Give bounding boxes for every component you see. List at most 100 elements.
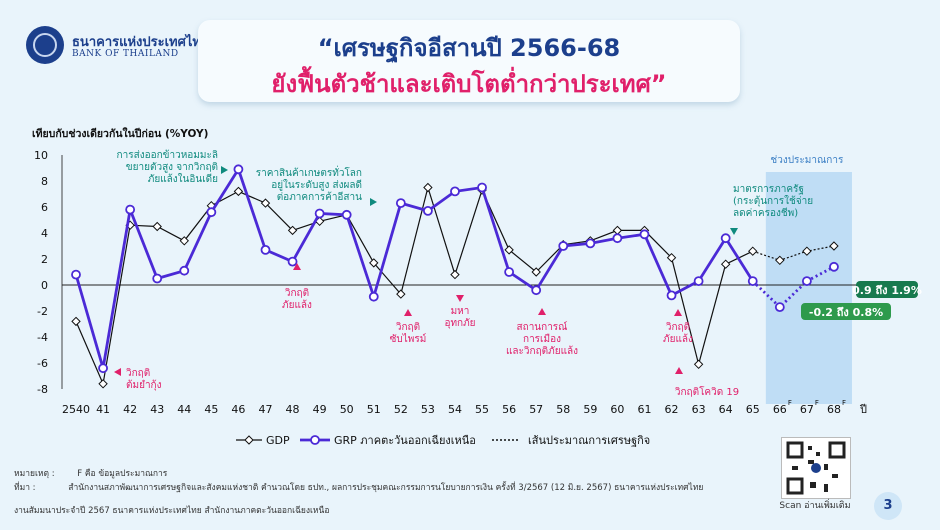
x-tick-label: 58 [556, 403, 570, 416]
x-tick-label: 56 [502, 403, 516, 416]
grp-point [71, 269, 81, 280]
legend-grp-marker [310, 435, 320, 445]
grp-point [666, 290, 677, 301]
annotation-arrow-icon [675, 367, 683, 374]
x-tick-label: 54 [448, 403, 462, 416]
x-tick-label: 50 [340, 403, 354, 416]
grp-point [829, 261, 839, 272]
source-text: สำนักงานสภาพัฒนาการเศรษฐกิจและสังคมแห่งช… [68, 483, 704, 493]
forecast-callout: 0.9 ถึง 1.9% [852, 284, 922, 297]
gdp-point [423, 182, 433, 193]
y-tick-label: 6 [41, 201, 48, 214]
logo-emblem-icon [33, 33, 57, 57]
x-tick-label: 59 [583, 403, 597, 416]
gdp-point [693, 359, 704, 370]
grp-point [801, 276, 812, 287]
x-tick-label: 41 [96, 403, 110, 416]
grp-point [720, 233, 731, 244]
y-tick-label: -2 [37, 305, 48, 318]
annotation-text: ราคาสินค้าเกษตรทั่วโลก [256, 165, 362, 179]
grp-point [152, 273, 163, 284]
annotation-text: การส่งออกข้าวหอมมะลิ [117, 149, 218, 161]
grp-point [287, 256, 298, 267]
x-tick-label: 60 [610, 403, 624, 416]
gdp-point [369, 258, 379, 268]
annotation-text: วิกฤติ [126, 368, 151, 379]
x-tick-label: 49 [313, 403, 327, 416]
grp-point [179, 265, 190, 276]
gdp-point [98, 379, 108, 389]
annotation-arrow-icon [221, 166, 228, 174]
bank-logo [26, 26, 64, 64]
y-tick-label: 2 [41, 253, 48, 266]
annotation-text: ลดค่าครองชีพ) [733, 207, 798, 219]
annotation-text: และวิกฤติภัยแล้ง [506, 345, 578, 357]
legend-gdp-marker [244, 435, 254, 445]
x-tick-label: 44 [177, 403, 191, 416]
annotation-arrow-icon [114, 368, 121, 376]
footnote-note: หมายเหตุ : F คือ ข้อมูลประมาณการ [14, 466, 167, 480]
grp-point [558, 241, 569, 251]
x-tick-label: 51 [367, 403, 381, 416]
x-tick-label: 61 [637, 403, 651, 416]
footer-org: งานสัมมนาประจำปี 2567 ธนาคารแห่งประเทศไท… [14, 506, 330, 516]
qr-code-icon[interactable] [781, 437, 851, 499]
gdp-line [75, 185, 754, 386]
forecast-region [765, 172, 852, 404]
legend-forecast-label: เส้นประมาณการเศรษฐกิจ [528, 434, 650, 447]
gdp-point [802, 246, 812, 256]
gdp-point [396, 289, 406, 299]
x-tick-label: 66 [773, 403, 787, 416]
qr-pattern [786, 441, 846, 495]
x-tick-label: 63 [692, 403, 706, 416]
grp-point [693, 276, 704, 287]
legend-gdp-label: GDP [266, 434, 290, 447]
y-axis-label: เทียบกับช่วงเดียวกันในปีก่อน (%YOY) [32, 126, 208, 140]
grp-point [395, 198, 406, 209]
x-tick-label: 68 [827, 403, 841, 416]
annotation-arrow-icon [730, 228, 738, 235]
x-tick-superscript: F [842, 399, 846, 407]
qr-caption: Scan อ่านเพิ่มเติม [779, 501, 851, 511]
annotation-text: ภัยแล้ง [282, 299, 312, 311]
x-tick-label: 53 [421, 403, 435, 416]
grp-point [747, 276, 758, 287]
annotation-text: ขยายตัวสูง จากวิกฤติ [126, 162, 218, 173]
gdp-point [612, 225, 623, 236]
x-tick-label: 52 [394, 403, 408, 416]
gdp-point [287, 225, 298, 236]
grp-point [477, 182, 487, 193]
annotation-arrow-icon [674, 309, 682, 316]
grp-point [423, 205, 433, 216]
x-tick-label: 47 [258, 403, 272, 416]
source-label: ที่มา : [14, 483, 36, 493]
annotation-text: ภัยแล้งในอินเดีย [148, 173, 218, 185]
grp-forecast-line [751, 265, 835, 310]
annotation-text: มหา [451, 306, 470, 317]
annotation-text: วิกฤติ [285, 288, 310, 299]
annotation-arrow-icon [538, 308, 546, 315]
annotation-text: วิกฤติโควิด 19 [674, 385, 739, 398]
forecast-label: ช่วงประมาณการ [770, 155, 844, 166]
annotation-arrow-icon [370, 198, 377, 206]
annotation-arrow-icon [404, 309, 412, 316]
grp-point [233, 164, 244, 175]
grp-point [125, 204, 136, 215]
gdp-point [504, 245, 514, 255]
x-tick-label: 45 [204, 403, 218, 416]
gdp-point [152, 221, 162, 232]
footnote-source: ที่มา : สำนักงานสภาพัฒนาการเศรษฐกิจและสั… [14, 480, 703, 494]
annotation-arrow-icon [293, 263, 301, 270]
grp-point [98, 363, 108, 374]
x-tick-label: 65 [746, 403, 760, 416]
bank-name-en: BANK OF THAILAND [72, 49, 179, 59]
gdp-point [179, 236, 189, 246]
gdp-point [531, 267, 541, 277]
page-number[interactable]: 3 [874, 492, 902, 520]
page-title-line1: “เศรษฐกิจอีสานปี 2566-68 [317, 34, 621, 62]
title-box: “เศรษฐกิจอีสานปี 2566-68 ยังฟื้นตัวช้าแล… [198, 20, 740, 102]
y-tick-label: 8 [41, 175, 48, 188]
y-tick-label: -6 [37, 357, 48, 370]
annotation-text: อยู่ในระดับสูง ส่งผลดี [271, 179, 362, 191]
gdp-point [720, 259, 731, 269]
